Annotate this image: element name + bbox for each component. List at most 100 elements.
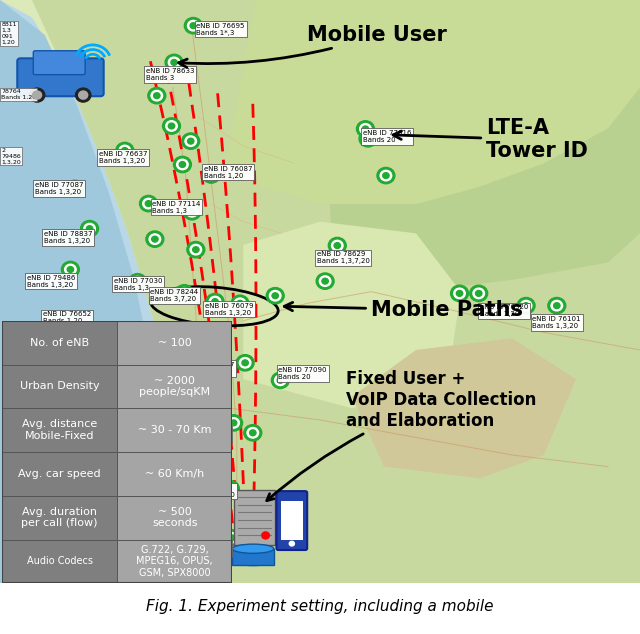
Ellipse shape <box>232 544 274 553</box>
Circle shape <box>148 87 166 104</box>
Polygon shape <box>352 339 576 478</box>
Text: Avg. distance
Mobile-Fixed: Avg. distance Mobile-Fixed <box>22 419 97 441</box>
Circle shape <box>202 167 220 183</box>
Circle shape <box>205 170 217 180</box>
Text: eNB ID 77030
Bands 1,3: eNB ID 77030 Bands 1,3 <box>114 278 163 290</box>
Circle shape <box>551 301 563 311</box>
Bar <box>117 540 232 583</box>
Text: eNB ID 77016
Bands 20: eNB ID 77016 Bands 20 <box>363 130 412 143</box>
Text: eNB ID 78837
Bands 1,3,20: eNB ID 78837 Bands 1,3,20 <box>44 231 92 244</box>
Circle shape <box>247 427 259 438</box>
Text: eNB ID 76079
Bands 1,3,20: eNB ID 76079 Bands 1,3,20 <box>205 302 253 316</box>
Circle shape <box>177 159 188 170</box>
Circle shape <box>230 420 237 426</box>
Circle shape <box>226 533 237 543</box>
Text: ~ 500
seconds: ~ 500 seconds <box>152 507 198 529</box>
Circle shape <box>277 377 284 383</box>
Circle shape <box>189 209 195 215</box>
Circle shape <box>152 236 158 242</box>
Text: eNB ID 78667
Bands 1,3,7,20: eNB ID 78667 Bands 1,3,7,20 <box>182 484 236 498</box>
Circle shape <box>212 299 218 304</box>
Polygon shape <box>243 222 461 408</box>
Circle shape <box>377 167 395 184</box>
Circle shape <box>209 296 221 307</box>
Circle shape <box>69 183 81 193</box>
Circle shape <box>225 415 243 431</box>
Circle shape <box>140 195 157 212</box>
Circle shape <box>29 88 45 102</box>
Circle shape <box>76 88 91 102</box>
Text: G.722, G.729,
MPEG16, OPUS,
GSM, SPX8000: G.722, G.729, MPEG16, OPUS, GSM, SPX8000 <box>136 545 213 578</box>
Circle shape <box>188 20 199 31</box>
Polygon shape <box>320 0 640 292</box>
Bar <box>117 321 232 365</box>
Bar <box>2 321 117 365</box>
Bar <box>232 548 274 565</box>
Circle shape <box>250 430 256 436</box>
Text: eNB ID 78244
Bands 3,7,20: eNB ID 78244 Bands 3,7,20 <box>150 289 198 302</box>
Ellipse shape <box>232 557 274 566</box>
Circle shape <box>221 481 239 497</box>
Circle shape <box>186 207 198 217</box>
Polygon shape <box>32 0 640 583</box>
Circle shape <box>146 231 164 247</box>
Circle shape <box>332 240 343 251</box>
Circle shape <box>179 162 186 167</box>
Circle shape <box>184 18 202 34</box>
Circle shape <box>328 237 346 254</box>
Circle shape <box>61 261 79 278</box>
Text: eNB ID 76637
Bands 1,3,20: eNB ID 76637 Bands 1,3,20 <box>99 151 148 164</box>
FancyBboxPatch shape <box>17 58 104 96</box>
Circle shape <box>79 91 88 99</box>
Circle shape <box>168 123 175 129</box>
Circle shape <box>206 294 224 310</box>
Circle shape <box>362 126 369 132</box>
Circle shape <box>365 136 371 142</box>
FancyBboxPatch shape <box>281 501 303 540</box>
Text: ~ 100: ~ 100 <box>158 338 191 347</box>
Polygon shape <box>0 0 192 583</box>
Text: eNB ID 77...
Bands 20: eNB ID 77... Bands 20 <box>189 542 230 555</box>
Circle shape <box>234 298 246 309</box>
Text: eNB ID 78629
Bands 1,3,7,20: eNB ID 78629 Bands 1,3,7,20 <box>317 251 370 264</box>
Bar <box>2 540 117 583</box>
Circle shape <box>183 204 201 220</box>
Circle shape <box>134 279 141 285</box>
Text: eNB ID 77087
Bands 1,3,20: eNB ID 77087 Bands 1,3,20 <box>35 182 84 195</box>
Circle shape <box>208 172 214 178</box>
Circle shape <box>228 418 239 428</box>
Circle shape <box>319 276 331 287</box>
Circle shape <box>165 55 183 70</box>
Text: Fixed User +
VoIP Data Collection
and Elaboration: Fixed User + VoIP Data Collection and El… <box>267 370 536 501</box>
Polygon shape <box>224 0 640 204</box>
Bar <box>2 452 117 496</box>
Circle shape <box>173 157 191 172</box>
Circle shape <box>517 297 535 314</box>
Text: Avg. car speed: Avg. car speed <box>18 469 101 479</box>
Bar <box>117 496 232 540</box>
Polygon shape <box>0 0 173 583</box>
Circle shape <box>239 495 250 506</box>
Bar <box>117 452 232 496</box>
Text: LTE-A
Tower ID: LTE-A Tower ID <box>393 119 588 162</box>
Circle shape <box>188 138 194 144</box>
Bar <box>117 408 232 452</box>
Circle shape <box>182 133 200 150</box>
Circle shape <box>266 288 284 304</box>
Circle shape <box>360 124 371 134</box>
Circle shape <box>359 131 377 147</box>
Text: eNB ID 76652
Bands 1,20: eNB ID 76652 Bands 1,20 <box>43 311 91 325</box>
Circle shape <box>231 295 249 311</box>
Circle shape <box>65 264 76 275</box>
Text: eNB ID 78627
Bands 3,20: eNB ID 78627 Bands 3,20 <box>186 362 234 375</box>
Circle shape <box>190 244 202 255</box>
Bar <box>2 496 117 540</box>
Circle shape <box>272 293 278 299</box>
Circle shape <box>380 171 392 181</box>
Text: eNB ID 78633
Bands 3: eNB ID 78633 Bands 3 <box>146 68 195 81</box>
Circle shape <box>129 273 147 290</box>
Circle shape <box>81 221 99 237</box>
Circle shape <box>168 57 180 68</box>
Bar <box>117 365 232 408</box>
Text: eNB ID 76320
Bands 1,20: eNB ID 76320 Bands 1,20 <box>480 304 529 318</box>
